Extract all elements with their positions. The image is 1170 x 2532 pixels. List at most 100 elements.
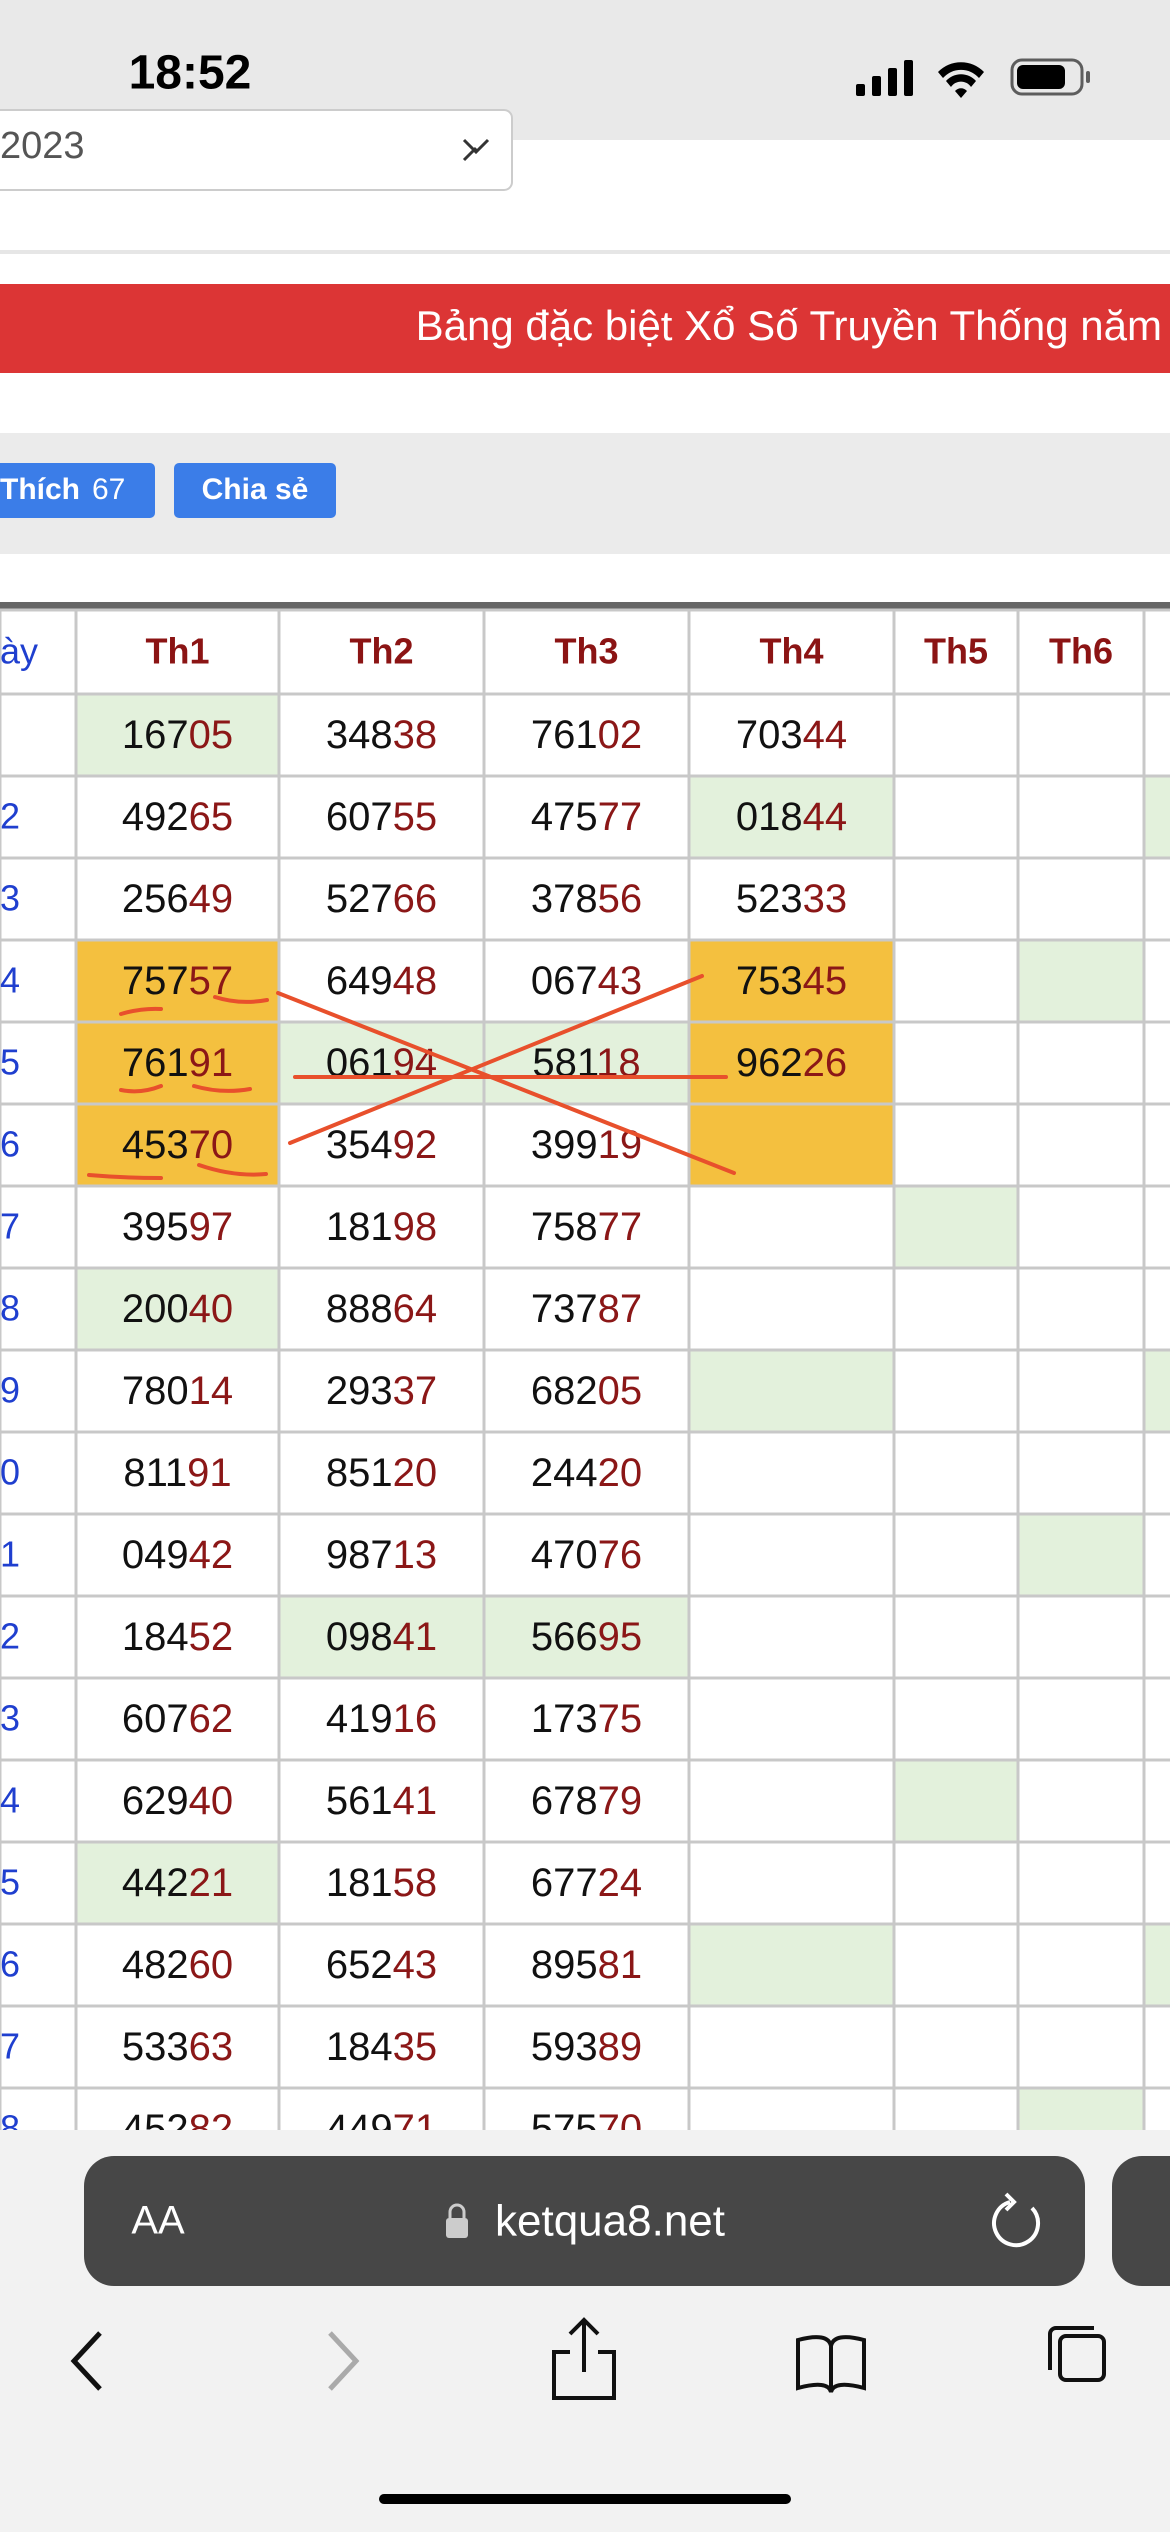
table-cell — [892, 1922, 1020, 2008]
number-head: 244 — [531, 1451, 598, 1495]
header-cell — [687, 608, 896, 696]
table-cell — [1016, 692, 1146, 778]
day-label: 7 — [0, 1206, 20, 1247]
table-cell — [1016, 1266, 1146, 1352]
number-tail: 81 — [598, 1943, 643, 1987]
table-cell — [892, 692, 1020, 778]
table-cell — [1142, 856, 1170, 942]
result-number: 57570 — [531, 2107, 642, 2151]
forward-button[interactable] — [328, 2331, 360, 2391]
table-cell — [1016, 1102, 1146, 1188]
day-label: 5 — [0, 1042, 20, 1083]
table-cell — [892, 2004, 1020, 2090]
result-number: 44221 — [122, 1861, 233, 1905]
lock-icon — [446, 2203, 468, 2238]
table-cell — [74, 856, 281, 942]
day-label: 6 — [0, 1944, 20, 1985]
table-cell — [1016, 856, 1146, 942]
number-head: 593 — [531, 2025, 598, 2069]
result-number: 64948 — [326, 959, 437, 1003]
number-head: 888 — [326, 1287, 393, 1331]
number-tail: 05 — [189, 713, 234, 757]
result-number: 44971 — [326, 2107, 437, 2151]
number-tail: 56 — [598, 877, 643, 921]
table-top-border — [0, 602, 1170, 610]
number-head: 018 — [736, 795, 803, 839]
number-head: 348 — [326, 713, 393, 757]
result-number: 20040 — [122, 1287, 233, 1331]
table-cell — [892, 1348, 1020, 1434]
result-number: 89581 — [531, 1943, 642, 1987]
result-number: 52766 — [326, 877, 437, 921]
table-cell — [687, 1184, 896, 1270]
number-tail: 02 — [598, 713, 643, 757]
result-number: 52333 — [736, 877, 847, 921]
day-label: 7 — [0, 2026, 20, 2067]
table-cell — [1142, 1102, 1170, 1188]
number-head: 682 — [531, 1369, 598, 1413]
reload-button[interactable] — [992, 2192, 1040, 2248]
table-cell — [482, 1512, 691, 1598]
number-tail: 05 — [598, 1369, 643, 1413]
day-label: 8 — [0, 2108, 20, 2149]
share-button-browser[interactable] — [552, 2317, 616, 2400]
table-cell — [892, 1184, 1020, 1270]
number-tail: 37 — [393, 1369, 438, 1413]
share-button[interactable] — [174, 463, 336, 518]
number-head: 851 — [326, 1451, 393, 1495]
table-cell — [687, 1348, 896, 1434]
table-cell — [1016, 1512, 1146, 1598]
number-head: 761 — [122, 1041, 189, 1085]
text-size-button[interactable]: AA — [131, 2199, 185, 2243]
table-cell — [74, 1758, 281, 1844]
table-cell — [1016, 1184, 1146, 1270]
number-tail: 70 — [598, 2107, 643, 2151]
table-cell — [1142, 2004, 1170, 2090]
table-cell — [1016, 938, 1146, 1024]
table-cell — [74, 1676, 281, 1762]
result-number: 78014 — [122, 1369, 233, 1413]
back-button[interactable] — [70, 2331, 102, 2391]
result-number: 67879 — [531, 1779, 642, 1823]
table-cell — [277, 1758, 486, 1844]
number-head: 184 — [122, 1615, 189, 1659]
result-number: 18198 — [326, 1205, 437, 1249]
tabs-button[interactable] — [1048, 2326, 1106, 2382]
number-tail: 24 — [598, 1861, 643, 1905]
table-cell — [74, 1184, 281, 1270]
number-head: 649 — [326, 959, 393, 1003]
next-tab-bar[interactable] — [1112, 2156, 1170, 2286]
number-tail: 13 — [393, 1533, 438, 1577]
result-number: 60755 — [326, 795, 437, 839]
bookmarks-button[interactable] — [796, 2335, 866, 2393]
like-button[interactable] — [0, 463, 155, 518]
table-cell — [1142, 692, 1170, 778]
header-cell — [277, 608, 486, 696]
number-tail: 20 — [393, 1451, 438, 1495]
table-cell — [892, 2086, 1020, 2130]
number-head: 703 — [736, 713, 803, 757]
number-tail: 49 — [189, 877, 234, 921]
number-tail: 77 — [598, 795, 643, 839]
result-number: 76191 — [122, 1041, 233, 1085]
table-cell — [74, 1512, 281, 1598]
number-tail: 97 — [189, 1205, 234, 1249]
day-label: 8 — [0, 1288, 20, 1329]
number-tail: 40 — [189, 1779, 234, 1823]
result-number: 39919 — [531, 1123, 642, 1167]
table-cell — [1142, 1840, 1170, 1926]
table-cell — [277, 1922, 486, 2008]
number-tail: 79 — [598, 1779, 643, 1823]
result-number: 18452 — [122, 1615, 233, 1659]
header-label: Th2 — [349, 631, 413, 672]
number-tail: 58 — [393, 1861, 438, 1905]
year-select[interactable] — [0, 109, 513, 191]
share-label: Chia sẻ — [202, 473, 309, 506]
table-cell — [892, 1676, 1020, 1762]
table-cell — [1142, 1020, 1170, 1106]
number-head: 470 — [531, 1533, 598, 1577]
table-cell — [0, 1512, 78, 1598]
divider — [0, 250, 1170, 254]
day-label: 3 — [0, 878, 20, 919]
address-bar[interactable] — [84, 2156, 1085, 2286]
